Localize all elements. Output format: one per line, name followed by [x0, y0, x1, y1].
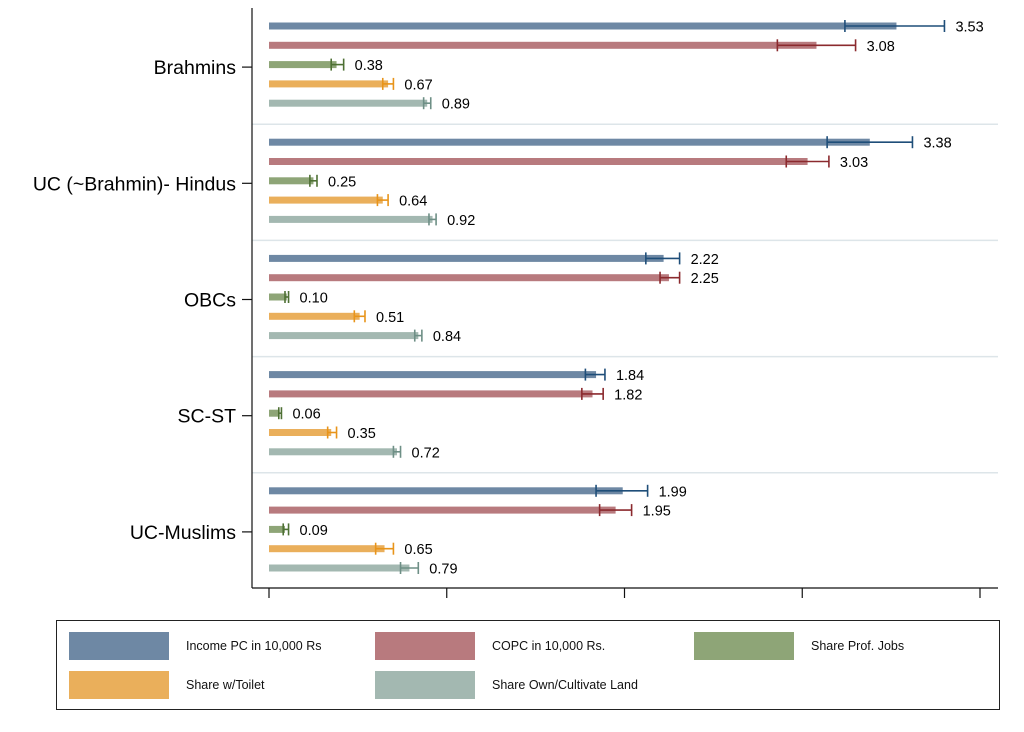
bar: [269, 429, 332, 436]
data-label: 0.92: [447, 213, 475, 229]
category-label: UC-Muslims: [130, 522, 236, 544]
bar: [269, 254, 664, 262]
legend-item: COPC in 10,000 Rs.: [375, 632, 605, 660]
data-label: 0.10: [300, 291, 328, 307]
legend-item: Income PC in 10,000 Rs: [69, 632, 322, 660]
data-label: 0.06: [292, 407, 320, 423]
bar: [269, 80, 389, 88]
bar-chart: Brahmins 3.53 3.08 0.38 0.67 0.89 UC (~Brahmin…: [33, 8, 998, 598]
data-label: 0.67: [404, 77, 432, 93]
bar: [269, 525, 285, 533]
bar: [269, 506, 616, 514]
bar: [269, 371, 597, 379]
bar: [269, 61, 337, 69]
data-label: 2.25: [691, 271, 719, 287]
data-label: 0.51: [376, 310, 404, 326]
data-label: 1.95: [643, 504, 671, 520]
legend: Income PC in 10,000 Rs COPC in 10,000 Rs.…: [56, 620, 1000, 710]
data-label: 0.35: [348, 426, 376, 442]
bar: [269, 448, 397, 456]
category-label: Brahmins: [154, 57, 237, 79]
data-label: 3.03: [840, 155, 868, 171]
bar: [269, 487, 623, 495]
bar: [269, 390, 593, 398]
data-label: 3.38: [923, 136, 951, 152]
bar: [269, 99, 428, 107]
data-label: 0.25: [328, 174, 356, 190]
bar: [269, 564, 410, 572]
data-label: 0.65: [404, 542, 432, 558]
data-label: 0.09: [300, 523, 328, 539]
bar: [269, 293, 287, 301]
category-label: UC (~Brahmin)- Hindus: [33, 173, 236, 195]
category-label: OBCs: [184, 290, 236, 312]
legend-label: Share Own/Cultivate Land: [492, 678, 638, 692]
bar: [269, 215, 433, 223]
data-label: 0.79: [429, 562, 457, 578]
legend-label: Share Prof. Jobs: [811, 639, 905, 653]
legend-swatch: [375, 671, 475, 699]
bar: [269, 22, 897, 30]
legend-swatch: [694, 632, 794, 660]
legend-item: Share w/Toilet: [69, 671, 265, 699]
data-label: 1.82: [614, 387, 642, 403]
legend-swatch: [69, 671, 169, 699]
data-label: 3.08: [867, 39, 895, 55]
category-label: SC-ST: [178, 406, 237, 428]
bar: [269, 545, 385, 553]
legend-item: Share Prof. Jobs: [694, 632, 904, 660]
data-label: 0.72: [412, 445, 440, 461]
bar: [269, 138, 870, 146]
legend-item: Share Own/Cultivate Land: [375, 671, 638, 699]
legend-label: Share w/Toilet: [186, 678, 265, 692]
bar: [269, 332, 419, 340]
legend-swatch: [375, 632, 475, 660]
bar: [269, 409, 280, 417]
data-label: 1.84: [616, 368, 644, 384]
data-label: 0.89: [442, 97, 470, 113]
data-label: 0.38: [355, 58, 383, 74]
bar: [269, 274, 669, 282]
bar: [269, 196, 383, 204]
legend-swatch: [69, 632, 169, 660]
data-label: 0.64: [399, 194, 427, 210]
bar: [269, 177, 314, 185]
data-label: 1.99: [659, 484, 687, 500]
bar: [269, 41, 817, 49]
legend-label: COPC in 10,000 Rs.: [492, 639, 606, 653]
legend-label: Income PC in 10,000 Rs: [186, 639, 322, 653]
bar: [269, 312, 360, 320]
bar: [269, 158, 808, 165]
data-label: 0.84: [433, 329, 461, 345]
data-label: 3.53: [955, 20, 983, 36]
data-label: 2.22: [691, 252, 719, 268]
